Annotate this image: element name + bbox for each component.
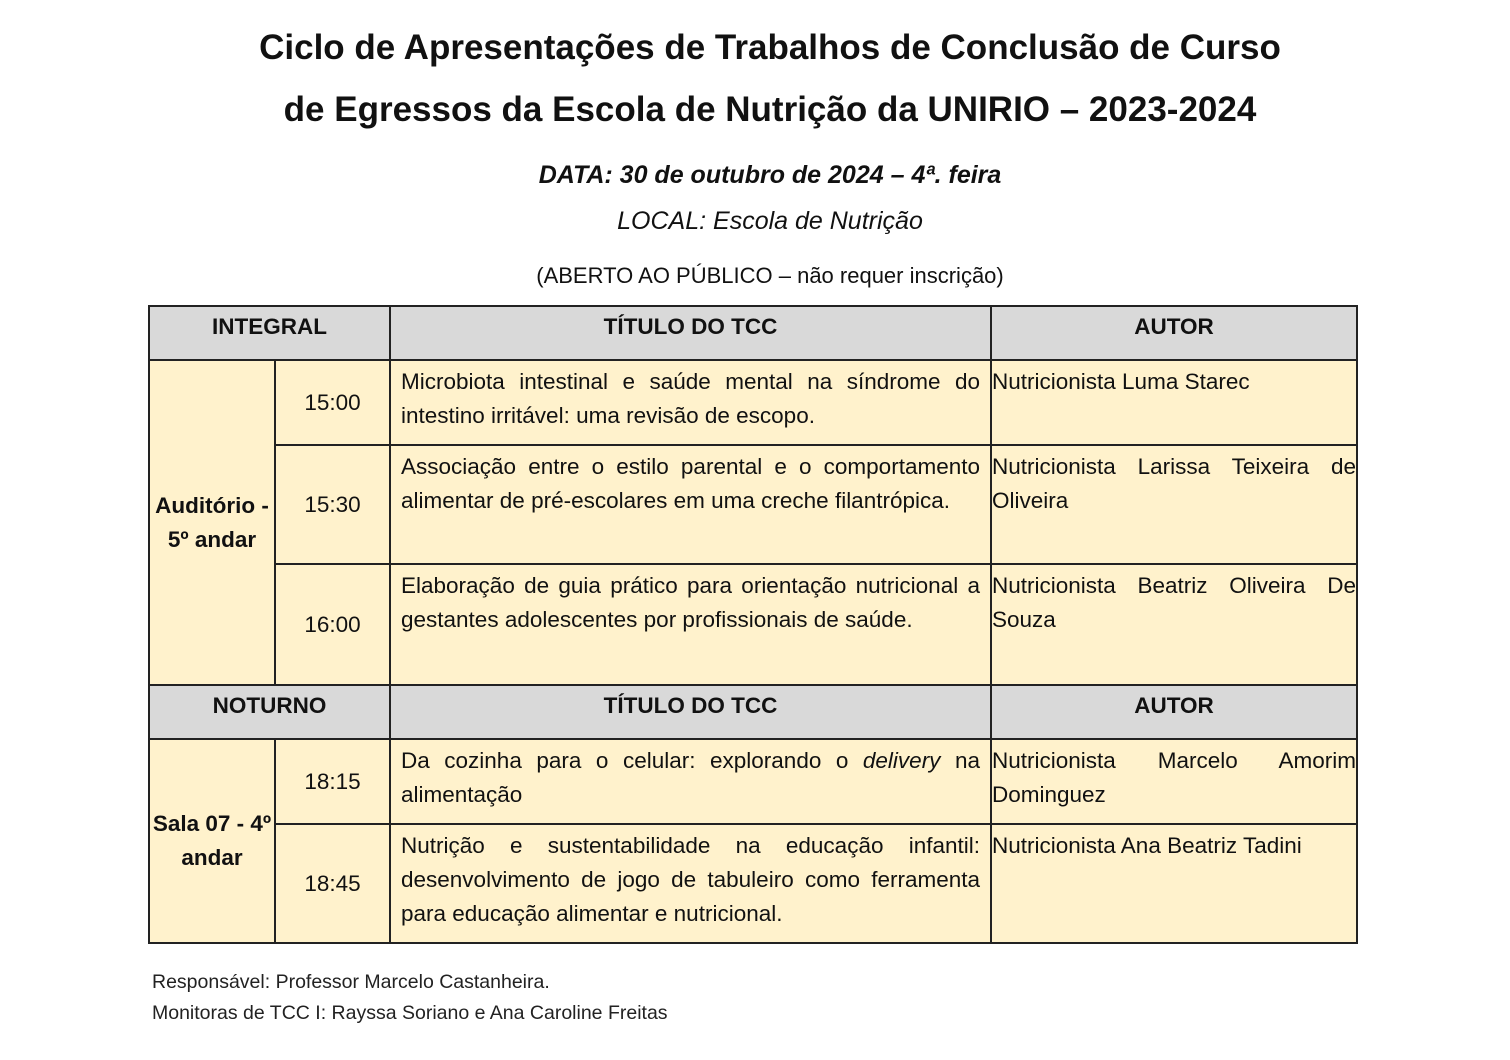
- table-row: 15:30 Associação entre o estilo parental…: [149, 444, 1358, 565]
- time-cell: 16:00: [274, 563, 391, 686]
- author-cell: Nutricionista Larissa Teixeira de Olivei…: [990, 444, 1358, 565]
- document-title-line-1: Ciclo de Apresentações de Trabalhos de C…: [259, 28, 1281, 67]
- title-text: Da cozinha para o celular: explorando o: [401, 748, 863, 773]
- event-date: DATA: 30 de outubro de 2024 – 4ª. feira: [538, 161, 1002, 189]
- tcc-title-cell: Microbiota intestinal e saúde mental na …: [389, 359, 992, 446]
- author-header: AUTOR: [990, 684, 1358, 740]
- author-cell: Nutricionista Marcelo Amorim Dominguez: [990, 738, 1358, 825]
- schedule-table: INTEGRAL TÍTULO DO TCC AUTOR Auditório -…: [148, 305, 1358, 944]
- responsible-note: Responsável: Professor Marcelo Castanhei…: [152, 971, 550, 993]
- tcc-title-cell: Da cozinha para o celular: explorando o …: [389, 738, 992, 825]
- time-cell: 15:00: [274, 359, 391, 446]
- integral-header-row: INTEGRAL TÍTULO DO TCC AUTOR: [148, 305, 1358, 361]
- tcc-title-cell: Associação entre o estilo parental e o c…: [389, 444, 992, 565]
- title-header: TÍTULO DO TCC: [389, 684, 992, 740]
- venue-cell: Auditório - 5º andar: [148, 359, 276, 686]
- document-title-line-2: de Egressos da Escola de Nutrição da UNI…: [283, 90, 1257, 129]
- table-row: Auditório - 5º andar 15:00 Microbiota in…: [148, 359, 1358, 686]
- table-row: 16:00 Elaboração de guia prático para or…: [149, 563, 1358, 686]
- title-italic-text: delivery: [862, 748, 941, 773]
- title-header: TÍTULO DO TCC: [389, 305, 992, 361]
- table-row: Sala 07 - 4º andar 18:15 Da cozinha para…: [148, 738, 1358, 944]
- tcc-title-cell: Nutrição e sustentabilidade na educação …: [389, 823, 992, 944]
- noturno-header-row: NOTURNO TÍTULO DO TCC AUTOR: [148, 684, 1358, 740]
- title-text: na alimentação: [401, 748, 980, 807]
- venue-cell: Sala 07 - 4º andar: [148, 738, 276, 944]
- period-header: NOTURNO: [148, 684, 391, 740]
- tcc-title-cell: Elaboração de guia prático para orientaç…: [389, 563, 992, 686]
- author-cell: Nutricionista Luma Starec: [990, 359, 1358, 446]
- author-cell: Nutricionista Beatriz Oliveira De Souza: [990, 563, 1358, 686]
- public-note: (ABERTO AO PÚBLICO – não requer inscriçã…: [536, 263, 1004, 288]
- time-cell: 15:30: [274, 444, 391, 565]
- time-cell: 18:15: [274, 738, 391, 825]
- author-header: AUTOR: [990, 305, 1358, 361]
- monitors-note: Monitoras de TCC I: Rayssa Soriano e Ana…: [152, 1002, 668, 1024]
- time-cell: 18:45: [274, 823, 391, 944]
- period-header: INTEGRAL: [148, 305, 391, 361]
- event-location: LOCAL: Escola de Nutrição: [617, 207, 923, 235]
- author-cell: Nutricionista Ana Beatriz Tadini: [990, 823, 1358, 944]
- table-row: 18:45 Nutrição e sustentabilidade na edu…: [149, 823, 1358, 944]
